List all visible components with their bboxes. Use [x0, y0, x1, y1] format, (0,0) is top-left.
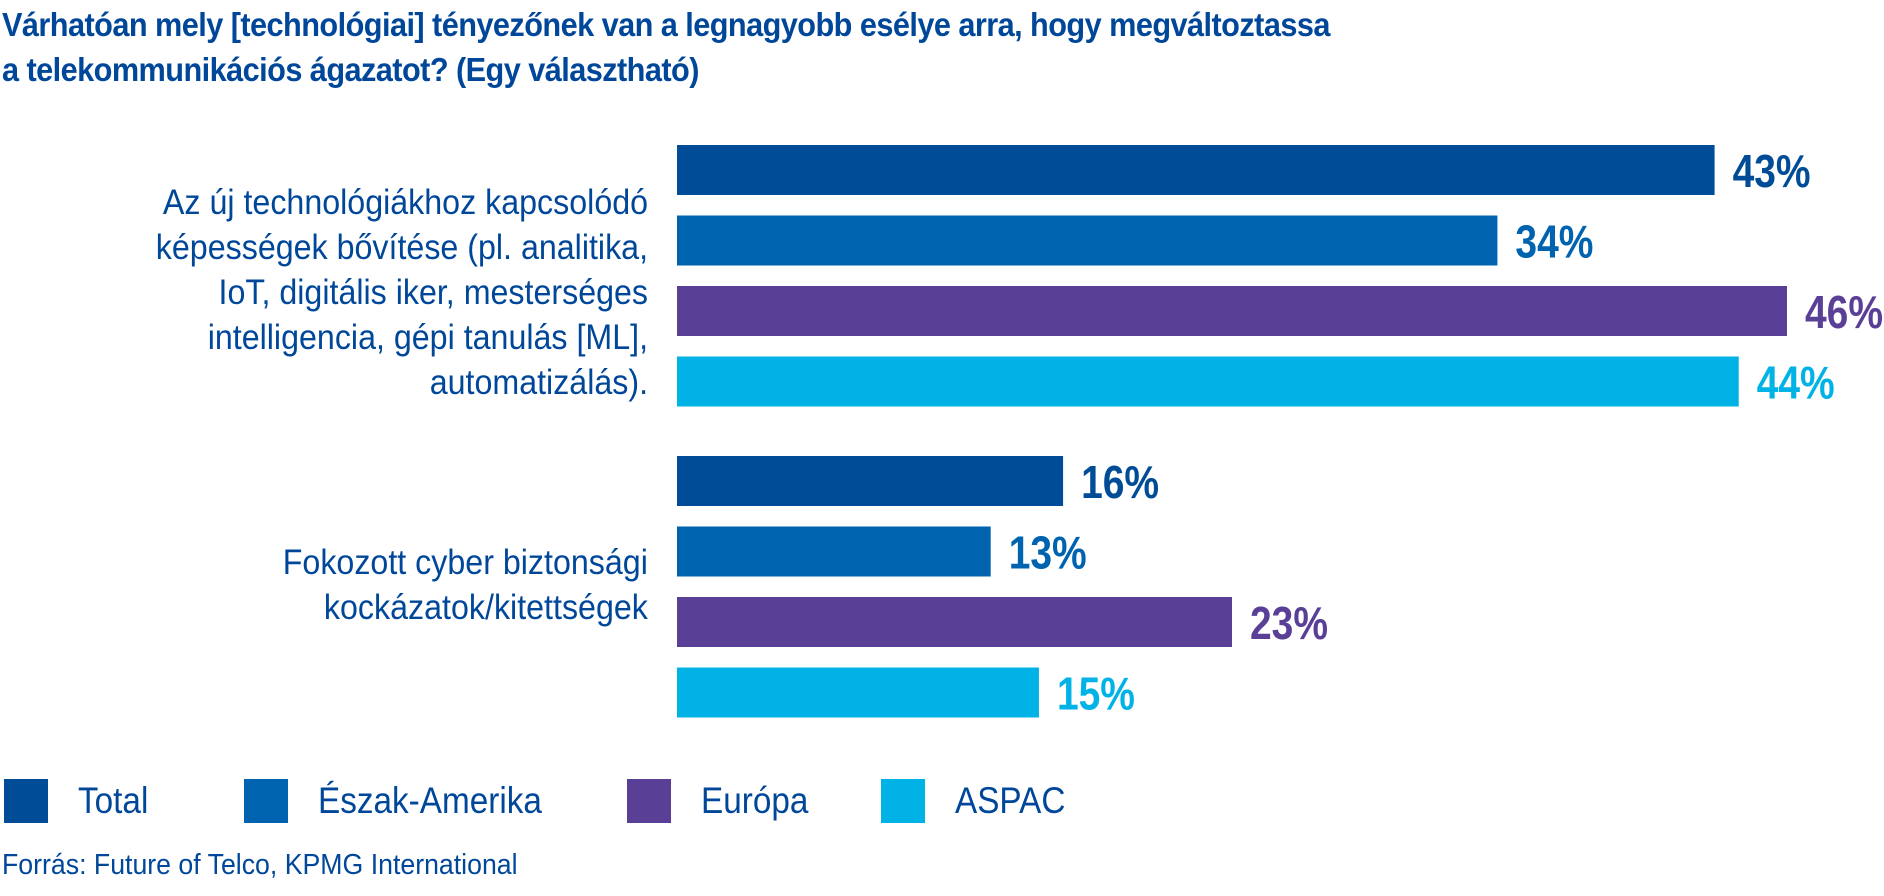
legend: Total Észak-Amerika Európa ASPAC: [0, 778, 1100, 824]
bar-total-cat2: [677, 456, 1064, 506]
category-label-line: kockázatok/kitettségek: [324, 588, 648, 627]
bar-total-cat1: [677, 145, 1715, 195]
category-label-line: IoT, digitális iker, mesterséges: [218, 273, 649, 312]
chart-title-line-2: a telekommunikációs ágazatot? (Egy válas…: [2, 51, 699, 88]
bar-europa-cat2: [677, 597, 1232, 647]
legend-item-aspac: ASPAC: [881, 778, 1078, 824]
bar-europa-cat1: [677, 286, 1787, 336]
category-label-line: automatizálás).: [429, 363, 648, 402]
category-label-new-tech: Az új technológiákhoz kapcsolódó képessé…: [156, 180, 648, 405]
chart-title-line-1: Várhatóan mely [technológiai] tényezőnek…: [2, 6, 1330, 43]
legend-label-europe: Európa: [701, 780, 809, 821]
category-label-cyber: Fokozott cyber biztonsági kockázatok/kit…: [283, 540, 648, 630]
legend-item-europe: Európa: [627, 778, 820, 824]
legend-swatch-total: [4, 779, 48, 823]
legend-swatch-aspac: [881, 779, 925, 823]
legend-label-aspac: ASPAC: [955, 780, 1066, 821]
data-label-aspac-cat2: 15%: [1057, 668, 1135, 720]
data-label-europa-cat2: 23%: [1250, 597, 1328, 649]
legend-label-north-america: Észak-Amerika: [318, 780, 542, 821]
data-label-europa-cat1: 46%: [1805, 286, 1883, 338]
bar-eszak-amerika-cat2: [677, 526, 991, 577]
data-label-eszak-amerika-cat1: 34%: [1515, 216, 1593, 268]
legend-swatch-north-america: [244, 779, 288, 823]
source-note: Forrás: Future of Telco, KPMG Internatio…: [2, 849, 518, 881]
data-label-eszak-amerika-cat2: 13%: [1009, 527, 1087, 579]
data-label-aspac-cat1: 44%: [1757, 357, 1835, 409]
category-label-line: Az új technológiákhoz kapcsolódó: [162, 183, 648, 222]
category-label-line: intelligencia, gépi tanulás [ML],: [207, 318, 649, 357]
category-label-line: Fokozott cyber biztonsági: [282, 543, 648, 582]
data-label-total-cat1: 43%: [1733, 145, 1811, 197]
bar-eszak-amerika-cat1: [677, 215, 1498, 266]
bar-aspac-cat1: [677, 356, 1739, 407]
legend-swatch-europe: [627, 779, 671, 823]
data-label-total-cat2: 16%: [1081, 456, 1159, 508]
chart-title: Várhatóan mely [technológiai] tényezőnek…: [2, 2, 1750, 92]
bar-aspac-cat2: [677, 667, 1039, 718]
legend-item-north-america: Észak-Amerika: [244, 778, 567, 824]
category-label-line: képességek bővítése (pl. analitika,: [155, 228, 648, 267]
legend-label-total: Total: [78, 780, 149, 821]
legend-item-total: Total: [4, 778, 156, 824]
